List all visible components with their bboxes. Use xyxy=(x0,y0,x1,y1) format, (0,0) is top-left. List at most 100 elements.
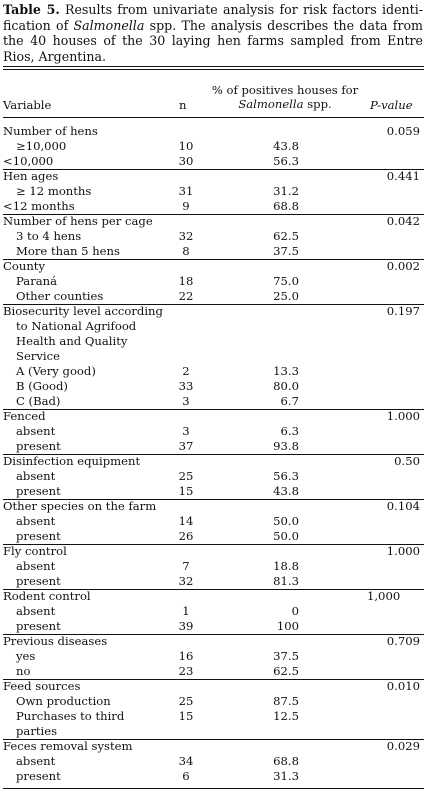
header-pvalue: P-value xyxy=(370,98,413,112)
variable-cell: Previous diseases xyxy=(3,634,108,648)
table-row: Hen ages 0.441 xyxy=(0,169,427,184)
table-row: absent 34 68.8 xyxy=(0,754,427,769)
pvalue-cell: 0.042 xyxy=(386,214,420,228)
table-row: absent 7 18.8 xyxy=(0,559,427,574)
variable-cell: Health and Quality xyxy=(16,334,128,348)
variable-cell: Number of hens xyxy=(3,124,98,138)
group-separator xyxy=(3,409,424,410)
caption-text-after: spp. The analysis describes the data fro… xyxy=(3,17,423,64)
percent-cell: 43.8 xyxy=(273,484,299,498)
table-row: Biosecurity level according 0.197 xyxy=(0,304,427,319)
table-row: yes 16 37.5 xyxy=(0,649,427,664)
percent-cell: 31.2 xyxy=(273,184,299,198)
table-row: Other species on the farm 0.104 xyxy=(0,499,427,514)
n-cell: 30 xyxy=(178,154,194,168)
table-row: Feces removal system 0.029 xyxy=(0,739,427,754)
table-row: Service xyxy=(0,349,427,364)
pvalue-cell: 0.709 xyxy=(386,634,420,648)
group-separator xyxy=(3,499,424,500)
group-separator xyxy=(3,589,424,590)
variable-cell: Number of hens per cage xyxy=(3,214,153,228)
variable-cell: <12 months xyxy=(3,199,75,213)
table-row: Purchases to third 15 12.5 xyxy=(0,709,427,724)
variable-cell: to National Agrifood xyxy=(16,319,137,333)
percent-cell: 62.5 xyxy=(273,229,299,243)
variable-cell: Service xyxy=(16,349,60,363)
variable-cell: absent xyxy=(16,559,56,573)
n-cell: 32 xyxy=(178,574,194,588)
pvalue-cell: 0.010 xyxy=(386,679,420,693)
percent-cell: 81.3 xyxy=(273,574,299,588)
table-row: Previous diseases 0.709 xyxy=(0,634,427,649)
variable-cell: present xyxy=(16,484,61,498)
table-row: County 0.002 xyxy=(0,259,427,274)
pvalue-cell: 0.002 xyxy=(386,259,420,273)
variable-cell: C (Bad) xyxy=(16,394,61,408)
pvalue-cell: 1.000 xyxy=(386,544,420,558)
percent-cell: 0 xyxy=(291,604,299,618)
n-cell: 16 xyxy=(178,649,194,663)
variable-cell: Biosecurity level according xyxy=(3,304,163,318)
percent-cell: 56.3 xyxy=(273,154,299,168)
n-cell: 18 xyxy=(178,274,194,288)
percent-cell: 68.8 xyxy=(273,199,299,213)
table-row: to National Agrifood xyxy=(0,319,427,334)
variable-cell: Other counties xyxy=(16,289,104,303)
n-cell: 3 xyxy=(182,424,190,438)
table-row: present 6 31.3 xyxy=(0,769,427,784)
n-cell: 37 xyxy=(178,439,194,453)
n-cell: 25 xyxy=(178,694,194,708)
top-rule-1 xyxy=(3,66,424,67)
variable-cell: present xyxy=(16,574,61,588)
percent-cell: 75.0 xyxy=(273,274,299,288)
variable-cell: no xyxy=(16,664,31,678)
table-row: A (Very good) 2 13.3 xyxy=(0,364,427,379)
header-percent: % of positives houses for Salmonella spp… xyxy=(210,83,360,111)
variable-cell: Feed sources xyxy=(3,679,81,693)
n-cell: 9 xyxy=(182,199,190,213)
n-cell: 23 xyxy=(178,664,194,678)
n-cell: 33 xyxy=(178,379,194,393)
table-row: 3 to 4 hens 32 62.5 xyxy=(0,229,427,244)
percent-cell: 6.7 xyxy=(280,394,299,408)
variable-cell: absent xyxy=(16,469,56,483)
percent-cell: 43.8 xyxy=(273,139,299,153)
n-cell: 34 xyxy=(178,754,194,768)
caption-italic: Salmonella xyxy=(73,17,145,33)
group-separator xyxy=(3,169,424,170)
percent-cell: 12.5 xyxy=(273,709,299,723)
percent-cell: 87.5 xyxy=(273,694,299,708)
table-row: no 23 62.5 xyxy=(0,664,427,679)
table-row: present 39 100 xyxy=(0,619,427,634)
pvalue-cell: 0.029 xyxy=(386,739,420,753)
table-row: C (Bad) 3 6.7 xyxy=(0,394,427,409)
variable-cell: ≥ 12 months xyxy=(16,184,92,198)
header-percent-after: spp. xyxy=(303,97,332,111)
table-row: present 15 43.8 xyxy=(0,484,427,499)
n-cell: 2 xyxy=(182,364,190,378)
pvalue-cell: 1,000 xyxy=(367,589,401,603)
group-separator xyxy=(3,679,424,680)
percent-cell: 25.0 xyxy=(273,289,299,303)
n-cell: 10 xyxy=(178,139,194,153)
n-cell: 32 xyxy=(178,229,194,243)
n-cell: 15 xyxy=(178,484,194,498)
percent-cell: 6.3 xyxy=(280,424,299,438)
percent-cell: 37.5 xyxy=(273,649,299,663)
table-row: Number of hens 0.059 xyxy=(0,124,427,139)
variable-cell: Fly control xyxy=(3,544,67,558)
percent-cell: 62.5 xyxy=(273,664,299,678)
variable-cell: A (Very good) xyxy=(16,364,96,378)
variable-cell: absent xyxy=(16,424,56,438)
header-percent-line2: Salmonella spp. xyxy=(210,97,360,111)
variable-cell: absent xyxy=(16,754,56,768)
group-separator xyxy=(3,544,424,545)
n-cell: 7 xyxy=(182,559,190,573)
table-row: Health and Quality xyxy=(0,334,427,349)
table-row: Fenced 1.000 xyxy=(0,409,427,424)
table-row: present 37 93.8 xyxy=(0,439,427,454)
table-row: Disinfection equipment 0.50 xyxy=(0,454,427,469)
variable-cell: More than 5 hens xyxy=(16,244,120,258)
group-separator xyxy=(3,259,424,260)
